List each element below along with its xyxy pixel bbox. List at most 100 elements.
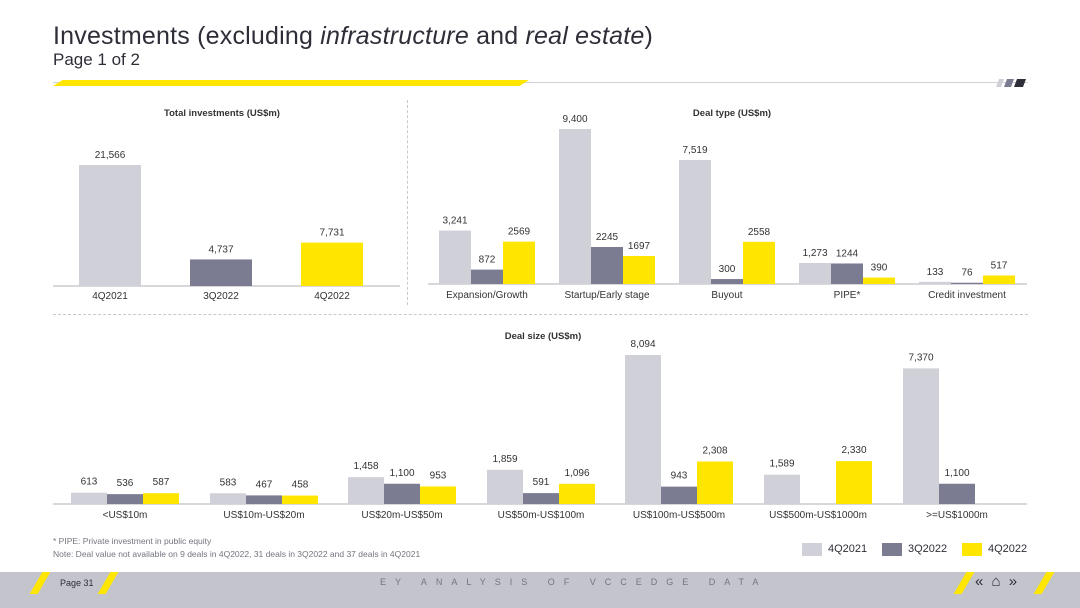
footer-tagline: EY ANALYSIS OF VCCEDGE DATA <box>380 577 768 587</box>
dealsize-value-label-us-100m-us-500m-3q2022: 943 <box>671 471 688 482</box>
dealsize-bar-us-10m-us-20m-4q2022 <box>282 495 318 504</box>
dealtype-bar-pipe-3q2022 <box>831 263 863 284</box>
dealsize-value-label-us-10m-4q2021: 613 <box>81 477 98 488</box>
dealsize-value-label-us-50m-us-100m-4q2022: 1,096 <box>564 468 589 479</box>
legend-swatch-3q2022 <box>882 543 902 556</box>
dealsize-value-label-us-500m-us-1000m-4q2022: 2,330 <box>841 445 866 456</box>
dealtype-value-label-credit-investment-4q2021: 133 <box>927 267 944 278</box>
dealsize-bar-us-10m-3q2022 <box>107 494 143 504</box>
nav-buttons[interactable]: « ⌂ » <box>975 573 1020 590</box>
brand-stripes-icon <box>996 79 1026 87</box>
dealtype-category-label-buyout: Buyout <box>711 290 742 301</box>
dealtype-value-label-buyout-3q2022: 300 <box>719 264 736 275</box>
dealtype-bar-startup-early-stage-4q2021 <box>559 129 591 284</box>
dealtype-value-label-buyout-4q2022: 2558 <box>748 227 771 238</box>
dealsize-value-label-us-20m-us-50m-4q2021: 1,458 <box>353 461 378 472</box>
footnote-pipe: * PIPE: Private investment in public equ… <box>53 536 212 546</box>
dealtype-value-label-startup-early-stage-4q2022: 1697 <box>628 241 651 252</box>
dealsize-bar-us-10m-4q2021 <box>71 492 107 504</box>
dealsize-value-label-us-10m-us-20m-4q2021: 583 <box>220 477 237 488</box>
dealsize-value-label-us-20m-us-50m-4q2022: 953 <box>430 470 447 481</box>
dealsize-value-label-us-500m-us-1000m-4q2021: 1,589 <box>769 459 794 470</box>
dealsize-value-label-us-100m-us-500m-4q2022: 2,308 <box>702 446 727 457</box>
total-bar-4q2022 <box>301 242 363 286</box>
dealtype-bar-startup-early-stage-3q2022 <box>591 246 623 284</box>
legend-label-3q2022: 3Q2022 <box>908 543 948 555</box>
dealtype-value-label-pipe-4q2021: 1,273 <box>802 248 827 259</box>
dealtype-bar-credit-investment-3q2022 <box>951 282 983 284</box>
dealtype-value-label-credit-investment-4q2022: 517 <box>991 260 1008 271</box>
total-category-label-3q2022: 3Q2022 <box>203 291 239 302</box>
dealsize-value-label-us-20m-us-50m-3q2022: 1,100 <box>389 468 414 479</box>
dealsize-category-label-us-20m-us-50m: US$20m-US$50m <box>361 510 442 521</box>
total-chart-title: Total investments (US$m) <box>164 108 280 119</box>
dealsize-bar-us-500m-us-1000m-4q2022 <box>836 461 872 504</box>
dealsize-bar-us-1000m-3q2022 <box>939 483 975 504</box>
dealtype-bar-expansion-growth-4q2022 <box>503 241 535 284</box>
dealtype-value-label-pipe-4q2022: 390 <box>871 263 888 274</box>
dealtype-category-label-credit-investment: Credit investment <box>928 290 1006 301</box>
total-value-label-4q2021: 21,566 <box>95 150 126 161</box>
header-divider <box>53 82 1028 83</box>
dealsize-value-label-us-10m-4q2022: 587 <box>153 477 170 488</box>
dealtype-chart-title: Deal type (US$m) <box>693 108 771 119</box>
dealtype-value-label-startup-early-stage-4q2021: 9,400 <box>562 114 587 125</box>
dealtype-bar-credit-investment-4q2022 <box>983 275 1015 284</box>
header-accent-bar <box>53 80 529 86</box>
footer-stripe-right <box>953 572 975 594</box>
dealtype-category-label-pipe: PIPE* <box>834 290 861 301</box>
dealsize-bar-us-100m-us-500m-4q2022 <box>697 461 733 504</box>
page-title: Investments (excluding infrastructure an… <box>53 22 653 50</box>
dealsize-value-label-us-100m-us-500m-4q2021: 8,094 <box>630 339 655 350</box>
total-bar-3q2022 <box>190 259 252 286</box>
dealsize-category-label-us-100m-us-500m: US$100m-US$500m <box>633 510 725 521</box>
dealsize-bar-us-100m-us-500m-4q2021 <box>625 355 661 504</box>
dealsize-bar-us-1000m-4q2021 <box>903 368 939 504</box>
chart-divider-horizontal <box>53 314 1028 315</box>
dealsize-bar-us-50m-us-100m-3q2022 <box>523 493 559 504</box>
dealsize-bar-us-10m-4q2022 <box>143 493 179 504</box>
dealsize-bar-us-20m-us-50m-3q2022 <box>384 483 420 504</box>
dealsize-category-label-us-10m-us-20m: US$10m-US$20m <box>223 510 304 521</box>
legend-label-4q2022: 4Q2022 <box>988 543 1028 555</box>
dealsize-bar-us-20m-us-50m-4q2022 <box>420 486 456 504</box>
dealtype-value-label-expansion-growth-4q2021: 3,241 <box>442 216 467 227</box>
dealtype-value-label-expansion-growth-4q2022: 2569 <box>508 227 531 238</box>
dealtype-bar-pipe-4q2022 <box>863 277 895 284</box>
total-category-label-4q2022: 4Q2022 <box>314 291 350 302</box>
chart-divider-vertical <box>407 100 408 305</box>
page-subtitle: Page 1 of 2 <box>53 50 140 69</box>
dealsize-value-label-us-10m-3q2022: 536 <box>117 478 134 489</box>
dealtype-bar-pipe-4q2021 <box>799 263 831 284</box>
footer-stripe-left-2 <box>97 572 119 594</box>
dealtype-value-label-expansion-growth-3q2022: 872 <box>479 255 496 266</box>
dealsize-value-label-us-50m-us-100m-4q2021: 1,859 <box>492 454 517 465</box>
dealtype-bar-startup-early-stage-4q2022 <box>623 256 655 284</box>
footer-stripe-right-2 <box>1033 572 1055 594</box>
footnotes: * PIPE: Private investment in public equ… <box>53 535 420 561</box>
dealsize-category-label-us-50m-us-100m: US$50m-US$100m <box>498 510 585 521</box>
dealsize-bar-us-20m-us-50m-4q2021 <box>348 477 384 504</box>
dealtype-bar-buyout-3q2022 <box>711 279 743 284</box>
footer-stripe-left <box>29 572 51 594</box>
dealtype-bar-buyout-4q2022 <box>743 241 775 284</box>
dealtype-category-label-startup-early-stage: Startup/Early stage <box>564 290 649 301</box>
page-number: Page 31 <box>60 578 94 588</box>
dealsize-chart-title: Deal size (US$m) <box>505 331 582 342</box>
dealtype-value-label-credit-investment-3q2022: 76 <box>961 268 973 279</box>
dealtype-category-label-expansion-growth: Expansion/Growth <box>446 290 528 301</box>
dealsize-category-label-us-1000m: >=US$1000m <box>926 510 988 521</box>
dealtype-bar-expansion-growth-3q2022 <box>471 269 503 284</box>
dealsize-value-label-us-10m-us-20m-4q2022: 458 <box>292 480 309 491</box>
dealtype-value-label-buyout-4q2021: 7,519 <box>682 145 707 156</box>
total-bar-4q2021 <box>79 165 141 286</box>
total-category-label-4q2021: 4Q2021 <box>92 291 128 302</box>
dealtype-bar-buyout-4q2021 <box>679 160 711 284</box>
dealsize-bar-us-50m-us-100m-4q2021 <box>487 469 523 504</box>
dealtype-bar-credit-investment-4q2021 <box>919 281 951 284</box>
dealsize-bar-us-100m-us-500m-3q2022 <box>661 486 697 504</box>
dealsize-value-label-us-1000m-4q2021: 7,370 <box>908 352 933 363</box>
dealsize-value-label-us-50m-us-100m-3q2022: 591 <box>533 477 550 488</box>
total-value-label-3q2022: 4,737 <box>208 244 233 255</box>
